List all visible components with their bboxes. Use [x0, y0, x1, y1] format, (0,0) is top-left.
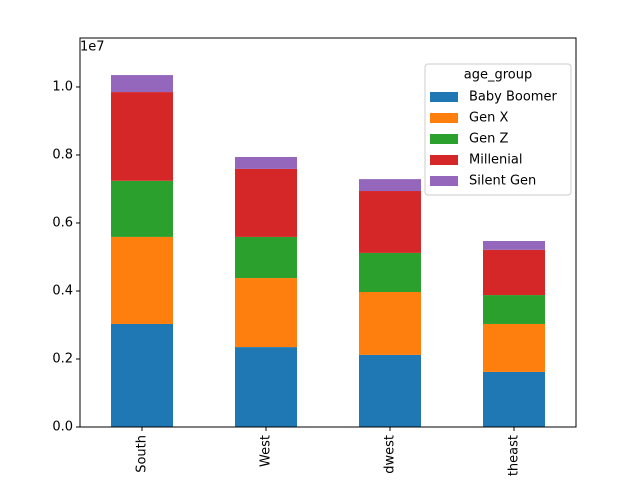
x-tick-label: South [135, 435, 150, 473]
bar-segment [111, 92, 173, 181]
axes-frame [79, 37, 577, 428]
y-offset-label: 1e7 [80, 40, 105, 55]
y-tick-label: 0.4 [52, 283, 73, 298]
y-tick-label: 0.6 [52, 215, 73, 230]
bar-segment [111, 75, 173, 93]
bar-segment [111, 236, 173, 324]
legend-title: age_group [464, 68, 532, 83]
legend-label: Silent Gen [469, 174, 536, 189]
legend-label: Gen X [469, 111, 508, 126]
legend-swatch [430, 176, 458, 186]
bar-segment [111, 180, 173, 237]
bar-segment [235, 168, 297, 237]
legend-label: Gen Z [469, 132, 508, 147]
y-tick-label: 0.8 [52, 147, 73, 162]
y-tick-label: 0.0 [52, 420, 73, 435]
legend-label: Millenial [469, 153, 522, 168]
bar-segment [483, 371, 545, 427]
x-tick-label: theast [507, 435, 522, 476]
legend-label: Baby Boomer [469, 90, 557, 105]
y-tick-label: 1.0 [52, 79, 73, 94]
legend-swatch [430, 155, 458, 165]
bar-segment [359, 191, 421, 253]
legend-swatch [430, 113, 458, 123]
legend-box [424, 63, 572, 196]
bar-segment [483, 249, 545, 296]
bar-segment [359, 292, 421, 355]
bar-segment [483, 241, 545, 250]
bar-segment [359, 354, 421, 427]
bar-segment [359, 179, 421, 192]
bar-segment [235, 278, 297, 348]
bar-segment [483, 323, 545, 372]
x-tick-label: West [259, 435, 274, 467]
bar-segment [111, 323, 173, 427]
bar-segment [235, 157, 297, 169]
legend-swatch [430, 92, 458, 102]
bar-segment [235, 236, 297, 279]
bar-segment [235, 347, 297, 427]
legend-swatch [430, 134, 458, 144]
bar-segment [359, 252, 421, 293]
bar-segment [483, 295, 545, 324]
y-tick-label: 0.2 [52, 351, 73, 366]
x-tick-label: dwest [383, 435, 398, 474]
